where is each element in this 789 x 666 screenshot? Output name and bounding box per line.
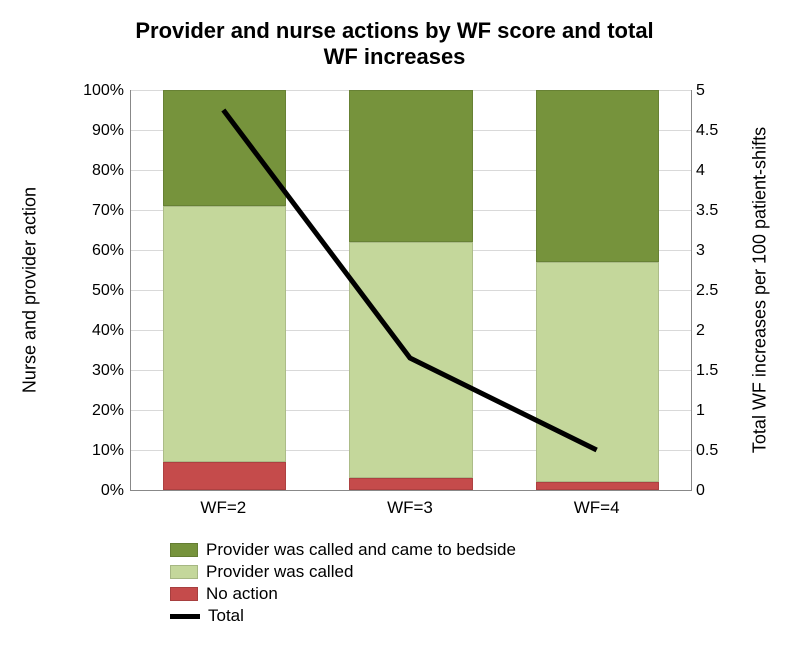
y-left-tick: 10% bbox=[92, 442, 124, 460]
y-right-tick: 1.5 bbox=[696, 362, 718, 380]
y-right-tick: 4 bbox=[696, 162, 705, 180]
bar-group bbox=[536, 90, 659, 490]
y-left-tick: 40% bbox=[92, 322, 124, 340]
y-right-tick: 2.5 bbox=[696, 282, 718, 300]
y-right-tick: 0.5 bbox=[696, 442, 718, 460]
legend-line-icon bbox=[170, 614, 200, 619]
y-right-tick: 2 bbox=[696, 322, 705, 340]
bar-segment bbox=[349, 478, 472, 490]
legend-item: Provider was called and came to bedside bbox=[170, 540, 516, 560]
category-label: WF=4 bbox=[503, 498, 690, 518]
y-right-tick: 3.5 bbox=[696, 202, 718, 220]
bar-segment bbox=[536, 262, 659, 482]
y-left-tick: 70% bbox=[92, 202, 124, 220]
y-right-tick: 1 bbox=[696, 402, 705, 420]
legend-item: Provider was called bbox=[170, 562, 516, 582]
y-left-tick: 0% bbox=[101, 482, 124, 500]
legend-label: Provider was called bbox=[206, 562, 353, 582]
legend-label: No action bbox=[206, 584, 278, 604]
y-right-axis-label: Total WF increases per 100 patient-shift… bbox=[750, 127, 771, 453]
y-right-tick: 4.5 bbox=[696, 122, 718, 140]
legend-label: Provider was called and came to bedside bbox=[206, 540, 516, 560]
chart-title: Provider and nurse actions by WF score a… bbox=[0, 18, 789, 70]
y-right-tick: 0 bbox=[696, 482, 705, 500]
legend-item: No action bbox=[170, 584, 516, 604]
legend: Provider was called and came to bedsideP… bbox=[170, 540, 516, 628]
chart-container: Provider and nurse actions by WF score a… bbox=[0, 0, 789, 666]
bar-group bbox=[349, 90, 472, 490]
legend-swatch bbox=[170, 587, 198, 601]
y-left-axis-label: Nurse and provider action bbox=[20, 165, 41, 415]
y-left-tick: 90% bbox=[92, 122, 124, 140]
bar-segment bbox=[349, 90, 472, 242]
bar-segment bbox=[163, 90, 286, 206]
legend-label: Total bbox=[208, 606, 244, 626]
y-right-tick: 3 bbox=[696, 242, 705, 260]
y-left-tick: 30% bbox=[92, 362, 124, 380]
category-label: WF=3 bbox=[317, 498, 504, 518]
bar-group bbox=[163, 90, 286, 490]
bar-segment bbox=[536, 90, 659, 262]
category-label: WF=2 bbox=[130, 498, 317, 518]
legend-swatch bbox=[170, 543, 198, 557]
legend-item: Total bbox=[170, 606, 516, 626]
y-left-tick: 20% bbox=[92, 402, 124, 420]
bar-segment bbox=[163, 206, 286, 462]
plot-area bbox=[130, 90, 692, 491]
y-right-tick: 5 bbox=[696, 82, 705, 100]
y-left-tick: 50% bbox=[92, 282, 124, 300]
y-left-tick: 60% bbox=[92, 242, 124, 260]
y-left-tick: 100% bbox=[83, 82, 124, 100]
bar-segment bbox=[163, 462, 286, 490]
bar-segment bbox=[536, 482, 659, 490]
y-left-tick: 80% bbox=[92, 162, 124, 180]
bar-segment bbox=[349, 242, 472, 478]
legend-swatch bbox=[170, 565, 198, 579]
